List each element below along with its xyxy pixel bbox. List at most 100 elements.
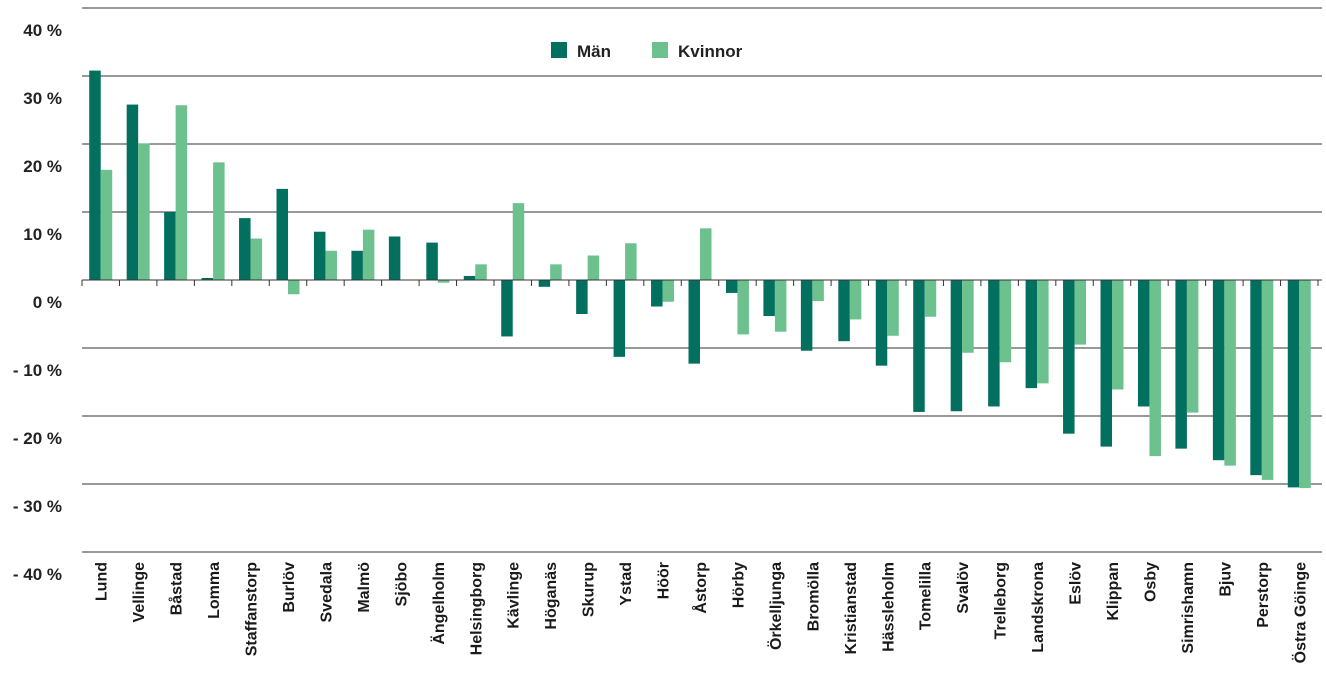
x-tick-label: Osby bbox=[1142, 562, 1159, 602]
bar-women bbox=[288, 280, 300, 295]
y-tick-label: - 30 % bbox=[13, 497, 62, 516]
bar-men bbox=[463, 275, 476, 280]
x-axis bbox=[81, 279, 1322, 286]
bar-women bbox=[550, 264, 562, 280]
bar-women bbox=[737, 280, 749, 335]
bar-women bbox=[1186, 280, 1199, 413]
bar-women bbox=[625, 243, 637, 280]
x-axis-tick-labels: Lund Vellinge Båstad Lomma Staffanstorp Burlö… bbox=[94, 562, 1310, 664]
x-tick-label: Höganäs bbox=[543, 562, 560, 630]
x-tick-label: Landskrona bbox=[1030, 562, 1047, 653]
grid-lines bbox=[82, 7, 1322, 553]
bar-men bbox=[89, 70, 101, 280]
bar-men bbox=[800, 280, 813, 351]
bar-women bbox=[250, 238, 263, 280]
bar-women bbox=[1299, 280, 1311, 489]
bar-women bbox=[325, 250, 337, 280]
bar-women bbox=[999, 280, 1012, 363]
bar-men bbox=[1100, 280, 1112, 447]
bar-men bbox=[501, 280, 513, 337]
bar-women bbox=[1261, 280, 1274, 480]
x-tick-label: Kävlinge bbox=[506, 562, 523, 629]
bar-women bbox=[1224, 280, 1236, 466]
y-tick-label: - 40 % bbox=[13, 565, 62, 584]
bar-men bbox=[576, 280, 588, 314]
x-tick-label: Simrishamn bbox=[1180, 562, 1197, 654]
x-tick-label: Sjöbo bbox=[393, 562, 410, 607]
bar-men bbox=[1212, 280, 1225, 461]
x-tick-label: Vellinge bbox=[131, 562, 148, 623]
bar-men bbox=[988, 280, 1000, 407]
bar-men bbox=[613, 280, 626, 357]
legend-swatch-women bbox=[652, 42, 668, 58]
legend-label-women: Kvinnor bbox=[678, 42, 743, 61]
bar-men bbox=[1175, 280, 1187, 449]
bar-women bbox=[962, 280, 974, 353]
y-tick-label: - 20 % bbox=[13, 429, 62, 448]
bar-women bbox=[1037, 280, 1049, 384]
x-tick-label: Helsingborg bbox=[468, 562, 485, 655]
bar-men bbox=[1250, 280, 1262, 476]
x-tick-label: Lomma bbox=[206, 562, 223, 619]
x-tick-label: Östra Göinge bbox=[1290, 562, 1309, 663]
x-tick-label: Båstad bbox=[168, 562, 186, 615]
y-tick-label: 10 % bbox=[23, 225, 62, 244]
x-tick-label: Hörby bbox=[730, 562, 747, 608]
x-tick-label: Trelleborg bbox=[993, 562, 1010, 639]
bar-men bbox=[426, 242, 438, 280]
x-tick-label: Eslöv bbox=[1068, 562, 1085, 605]
bar-men bbox=[1063, 280, 1075, 434]
bar-men bbox=[913, 280, 925, 412]
bars bbox=[89, 70, 1311, 489]
bar-men bbox=[388, 236, 401, 280]
x-tick-label: Staffanstorp bbox=[244, 562, 261, 656]
x-tick-label: Örkelljunga bbox=[766, 562, 785, 650]
bar-men bbox=[725, 280, 738, 293]
x-tick-label: Ängelholm bbox=[430, 562, 448, 645]
bar-men bbox=[201, 277, 214, 280]
x-tick-label: Bjuv bbox=[1217, 562, 1234, 597]
x-tick-label: Perstorp bbox=[1255, 562, 1272, 628]
bar-men bbox=[538, 280, 551, 287]
bar-men bbox=[875, 280, 888, 366]
y-tick-label: 40 % bbox=[23, 21, 62, 40]
bar-women bbox=[849, 280, 862, 320]
bar-men bbox=[838, 280, 850, 342]
bar-women bbox=[475, 264, 487, 280]
bar-men bbox=[1287, 280, 1300, 488]
bar-women bbox=[587, 255, 600, 280]
y-tick-label: 0 % bbox=[33, 293, 62, 312]
y-tick-label: 30 % bbox=[23, 89, 62, 108]
bar-men bbox=[313, 231, 326, 280]
x-tick-label: Klippan bbox=[1105, 562, 1122, 621]
legend: Män Kvinnor bbox=[551, 42, 743, 61]
bar-women bbox=[138, 143, 150, 280]
x-tick-label: Burlöv bbox=[281, 562, 298, 613]
x-tick-label: Svalöv bbox=[955, 562, 972, 614]
bar-women bbox=[812, 280, 824, 302]
x-tick-label: Åstorp bbox=[691, 562, 710, 614]
x-tick-label: Ystad bbox=[618, 562, 635, 606]
bar-women bbox=[1074, 280, 1087, 345]
bar-men bbox=[351, 250, 363, 280]
x-tick-label: Svedala bbox=[318, 562, 335, 623]
bar-men bbox=[239, 218, 251, 280]
bar-women bbox=[100, 169, 113, 280]
bar-women bbox=[175, 105, 188, 281]
legend-label-men: Män bbox=[577, 42, 611, 61]
bar-women bbox=[662, 280, 675, 302]
bar-women bbox=[774, 280, 787, 332]
x-tick-label: Höör bbox=[656, 562, 673, 599]
x-tick-label: Lund bbox=[94, 562, 111, 601]
bar-men bbox=[950, 280, 963, 412]
x-tick-label: Malmö bbox=[356, 562, 373, 613]
x-tick-label: Bromölla bbox=[805, 562, 822, 631]
bar-women bbox=[1149, 280, 1161, 457]
bar-men bbox=[763, 280, 775, 317]
bar-men bbox=[164, 212, 176, 280]
x-tick-label: Skurup bbox=[581, 562, 598, 617]
bar-women bbox=[213, 162, 225, 280]
bar-women bbox=[700, 228, 712, 280]
bar-men bbox=[651, 280, 663, 307]
